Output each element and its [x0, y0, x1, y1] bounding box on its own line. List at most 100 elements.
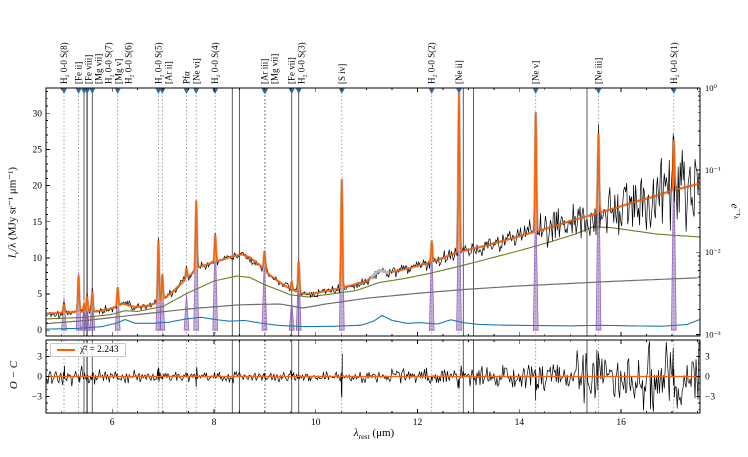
emission-line-label: [Ne vi] [191, 58, 201, 84]
emission-line-label: [S iv] [337, 64, 347, 84]
x-tick-label: 8 [212, 418, 217, 428]
legend-model-line [57, 349, 75, 351]
y-axis-label-main: Iν/λ (MJy sr⁻¹ μm⁻¹) [5, 103, 20, 323]
x-tick-label: 16 [616, 418, 626, 428]
right-tick-label: 10⁰ [705, 83, 718, 93]
right-label-exponent-sub: λ [731, 215, 739, 220]
x-axis-label-sub: rest [358, 432, 370, 442]
emission-line-label: [Ar iii] [259, 59, 269, 84]
y-axis-label-right: e−τλ [729, 181, 744, 241]
blue-component-line [46, 314, 700, 330]
emission-line-component [288, 301, 295, 331]
emission-line-label: Pfα [181, 71, 191, 84]
emission-line-component [456, 174, 462, 331]
y-tick-label-main: 15 [33, 218, 43, 228]
emission-line-label: H₂ 0-0 S(4) [210, 42, 220, 84]
legend-chi2-label: χ̄² = 2.243 [80, 345, 119, 355]
right-label-exponent: −τ [734, 208, 744, 216]
x-axis-label: λrest (μm) [0, 427, 748, 441]
line-anchor-marker [532, 88, 539, 94]
emission-line-label: [Ne ii] [454, 60, 464, 84]
emission-line-label: [Mg vii] [94, 54, 104, 84]
line-anchor-marker [212, 88, 218, 94]
y-axis-label-main-unit: /λ (MJy sr⁻¹ μm⁻¹) [6, 166, 19, 252]
line-anchor-marker [595, 88, 602, 94]
line-anchor-marker [339, 88, 345, 94]
line-anchor-marker [288, 88, 295, 94]
y-tick-label-main: 0 [37, 326, 42, 336]
emission-line-label: [Mg vii] [269, 54, 279, 84]
x-tick-label: 12 [413, 418, 423, 428]
y-axis-label-main-symbol: I [6, 254, 19, 259]
residual-label-text: O − C [8, 360, 20, 390]
total-model-line [46, 92, 700, 315]
main-panel-series [46, 92, 700, 331]
emission-line-label: H₂ 0-0 S(5) [153, 42, 163, 84]
line-anchor-marker [89, 88, 96, 94]
x-tick-label: 14 [515, 418, 525, 428]
line-anchor-marker [456, 88, 462, 94]
line-anchor-marker [295, 88, 302, 94]
emission-line-component [595, 142, 602, 331]
line-anchor-marker [155, 88, 162, 94]
y-tick-label-main: 30 [33, 109, 43, 119]
residual-tick-label-left: 3 [37, 353, 42, 363]
emission-line-label: [Ne iii] [593, 58, 603, 84]
y-axis-label-main-sub: ν [11, 251, 21, 255]
emission-line-label: [Ne v] [531, 61, 541, 84]
emission-line-component [428, 241, 435, 331]
emission-line-label: H₂ 0-0 S(6) [124, 42, 134, 84]
emission-line-label: [Ar ii] [163, 61, 173, 84]
line-anchor-marker [114, 88, 121, 94]
x-tick-label: 10 [311, 418, 321, 428]
line-anchor-marker [75, 88, 82, 94]
masked-region-line [369, 268, 390, 279]
emission-line-component [159, 279, 166, 331]
right-tick-label: 10⁻² [705, 247, 721, 257]
line-anchor-marker [428, 88, 435, 94]
residual-tick-label-right: 3 [705, 353, 710, 363]
y-tick-label-main: 25 [33, 145, 43, 155]
main-panel-spine [45, 87, 701, 337]
emission-line-label: H₂ 0-0 S(1) [669, 42, 679, 84]
line-anchor-marker [183, 88, 190, 94]
right-tick-label: 10⁻¹ [705, 165, 721, 175]
emission-line-component [670, 153, 677, 331]
axes: 6 8 10 12 14 1605101520253010⁰10⁻¹10⁻²10⁻³−3−… [32, 42, 721, 428]
x-axis-label-symbol: λ [353, 427, 359, 439]
emission-line-label: H₂ 0-0 S(2) [427, 42, 437, 84]
model-underlay-line [46, 92, 700, 315]
x-axis-label-unit: (μm) [369, 427, 395, 439]
line-anchor-marker [61, 88, 67, 94]
emission-line-component [261, 256, 268, 331]
y-tick-label-main: 20 [33, 182, 43, 192]
emission-line-component [84, 301, 90, 331]
right-tick-label: 10⁻³ [705, 329, 721, 339]
residual-tick-label-right: 0 [705, 373, 710, 383]
line-anchor-marker [84, 88, 91, 94]
residual-tick-label-left: −3 [32, 392, 42, 402]
x-tick-label: 6 [110, 418, 115, 428]
residual-tick-label-left: 0 [37, 373, 42, 383]
emission-line-label: [Fe ii] [74, 62, 84, 84]
residual-tick-label-right: −3 [705, 392, 715, 402]
y-axis-label-residual: O − C [8, 335, 20, 415]
line-anchor-marker [262, 88, 269, 94]
attenuation-curve [46, 277, 698, 325]
line-anchor-marker [193, 88, 199, 94]
emission-line-label: H₂ 0-0 S(3) [297, 42, 307, 84]
emission-line-label: H₂ 0-0 S(8) [59, 42, 69, 84]
residual-panel-series [46, 341, 700, 412]
y-tick-label-main: 5 [37, 290, 42, 300]
emission-line-label: [Mg v] [114, 59, 124, 84]
emission-line-component [183, 294, 190, 331]
line-anchor-marker [159, 88, 166, 94]
emission-line-label: H₂ 0-0 S(7) [104, 42, 114, 84]
emission-line-label: [Fe viii] [84, 55, 94, 84]
y-tick-label-main: 10 [33, 254, 43, 264]
emission-line-component [114, 288, 121, 331]
emission-line-component [532, 190, 539, 331]
emission-line-label: [Fe vii] [287, 57, 297, 84]
